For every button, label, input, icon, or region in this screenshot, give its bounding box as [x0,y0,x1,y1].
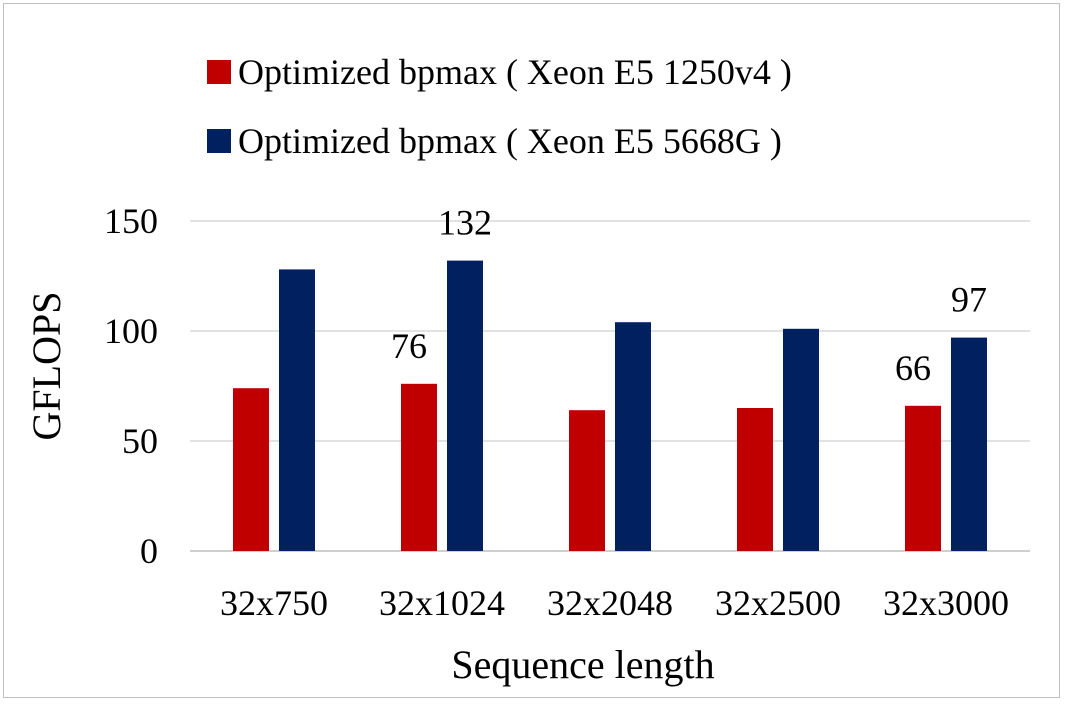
x-tick-label: 32x2500 [715,583,841,623]
x-axis-ticks: 32x750 32x1024 32x2048 32x2500 32x3000 [220,583,1009,623]
bar-1250v4-32x2500 [737,408,773,551]
data-label: 66 [895,348,931,388]
data-label: 97 [951,280,987,320]
legend: Optimized bpmax ( Xeon E5 1250v4 ) Optim… [207,52,792,161]
y-tick-label: 150 [104,201,158,241]
y-axis-title: GFLOPS [24,292,69,441]
bar-1250v4-32x2048 [569,410,605,551]
y-axis-ticks: 0 50 100 150 [104,201,158,571]
bar-5668g-32x2048 [615,322,651,551]
bar-1250v4-32x750 [233,388,269,551]
y-tick-label: 100 [104,311,158,351]
bar-5668g-32x2500 [783,328,819,551]
y-tick-label: 0 [140,531,158,571]
bar-1250v4-32x3000 [905,405,941,551]
bar-5668g-32x1024 [447,260,483,551]
legend-label-5668g: Optimized bpmax ( Xeon E5 5668G ) [238,121,782,161]
legend-swatch-5668g [207,129,231,153]
data-label: 132 [438,203,492,243]
bars [233,260,987,551]
y-tick-label: 50 [122,421,158,461]
legend-item-1250v4: Optimized bpmax ( Xeon E5 1250v4 ) [207,52,792,92]
x-tick-label: 32x750 [220,583,328,623]
data-labels: 76 132 66 97 [391,203,987,388]
legend-item-5668g: Optimized bpmax ( Xeon E5 5668G ) [207,121,782,161]
legend-label-1250v4: Optimized bpmax ( Xeon E5 1250v4 ) [238,52,792,92]
gridlines [190,220,1030,552]
chart-frame [3,3,1060,698]
bar-5668g-32x750 [279,269,315,551]
bar-1250v4-32x1024 [401,383,437,551]
legend-swatch-1250v4 [207,60,231,84]
bar-5668g-32x3000 [951,337,987,551]
x-tick-label: 32x3000 [883,583,1009,623]
x-tick-label: 32x1024 [379,583,505,623]
x-axis-title: Sequence length [451,642,714,687]
x-tick-label: 32x2048 [547,583,673,623]
data-label: 76 [391,326,427,366]
